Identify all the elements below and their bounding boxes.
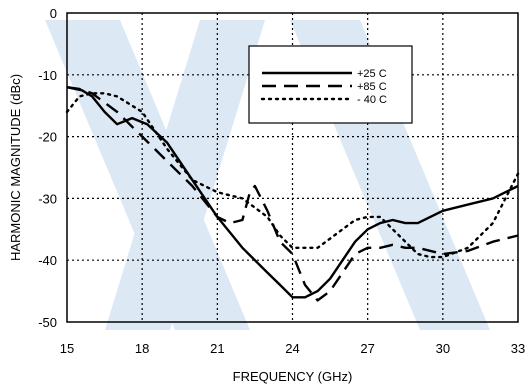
series-line-1: [66, 86, 519, 302]
legend: +25 C+85 C- 40 C: [248, 45, 413, 124]
watermark-shape-mid: [105, 20, 265, 330]
x-tick-label: 21: [210, 341, 224, 356]
y-tick-label: -20: [38, 130, 57, 145]
legend-label-0: +25 C: [357, 68, 387, 80]
x-tick-label: 15: [60, 341, 74, 356]
y-tick-label: 0: [50, 6, 57, 21]
y-tick-labels: 0 -10 -20 -30 -40 -50: [38, 6, 57, 330]
legend-label-2: - 40 C: [357, 94, 387, 106]
legend-label-1: +85 C: [357, 81, 387, 93]
y-axis-label: HARMONIC MAGNITUDE (dBc): [8, 74, 23, 261]
x-tick-labels: 15 18 21 24 27 30 33: [60, 341, 525, 356]
y-tick-label: -30: [38, 191, 57, 206]
y-tick-label: -10: [38, 68, 57, 83]
y-tick-label: -50: [38, 315, 57, 330]
x-tick-label: 27: [360, 341, 374, 356]
plot-frame: [66, 12, 519, 323]
legend-box: [248, 45, 413, 124]
x-tick-label: 33: [511, 341, 525, 356]
x-tick-label: 18: [135, 341, 149, 356]
x-axis-label: FREQUENCY (GHz): [233, 369, 353, 384]
series-layer: [65, 86, 520, 302]
y-tick-label: -40: [38, 253, 57, 268]
x-tick-label: 30: [436, 341, 450, 356]
x-tick-label: 24: [285, 341, 299, 356]
series-line-2: [65, 92, 520, 259]
